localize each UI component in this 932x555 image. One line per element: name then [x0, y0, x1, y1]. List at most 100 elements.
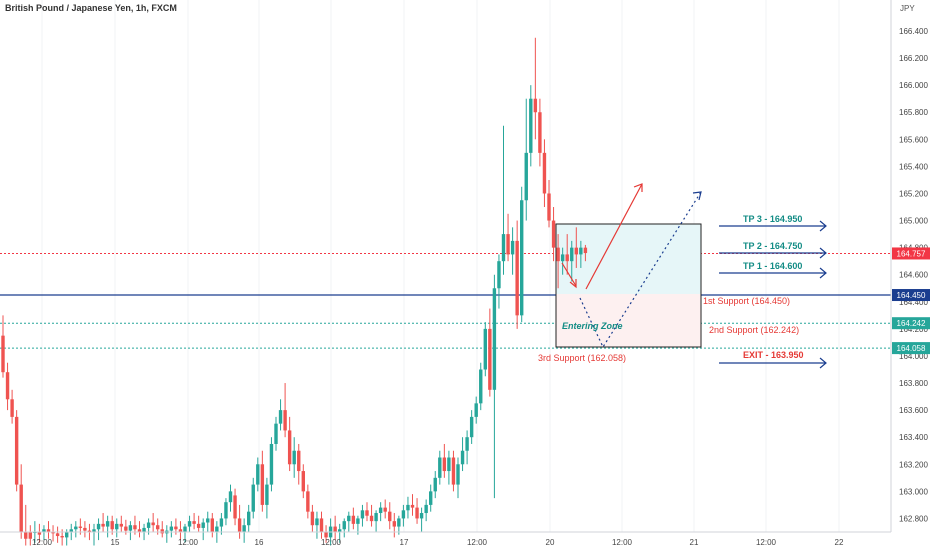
candle-body — [315, 518, 319, 526]
candle — [433, 471, 437, 499]
exit-label: EXIT - 163.950 — [743, 350, 804, 360]
candle-body — [338, 529, 342, 532]
candle-body — [110, 521, 114, 530]
candle — [510, 227, 515, 275]
candle — [506, 213, 510, 262]
candle — [274, 416, 278, 451]
vertical-gridlines — [41, 0, 840, 532]
price-badge-label: 164.242 — [897, 319, 926, 328]
candle-body — [78, 526, 83, 528]
candle — [556, 234, 560, 289]
price-tick-label: 166.000 — [899, 81, 928, 90]
price-tick-label: 166.200 — [899, 54, 928, 63]
candle — [119, 515, 123, 532]
candle — [192, 513, 196, 530]
candle — [460, 437, 465, 472]
time-tick-label: 21 — [690, 538, 699, 547]
candle-body — [60, 536, 64, 538]
candlestick-series — [1, 37, 588, 546]
candle-body — [415, 507, 419, 519]
candle-body — [28, 531, 32, 539]
candle-body — [287, 430, 292, 465]
candle — [492, 274, 497, 499]
candle — [479, 362, 483, 411]
price-badge: 164.757 — [892, 247, 930, 260]
candle-body — [479, 369, 483, 404]
candle — [465, 430, 469, 465]
price-axis[interactable]: 166.400 166.200 166.000 165.800 165.600 165.4… — [890, 0, 930, 532]
candle-body — [156, 525, 160, 530]
candle-body — [383, 507, 387, 512]
time-tick-label: 22 — [835, 538, 844, 547]
annotation-labels: TP 3 - 164.950 TP 2 - 164.750 TP 1 - 164… — [538, 214, 804, 363]
candle-body — [374, 513, 378, 522]
candle-body — [547, 193, 551, 221]
candle-body — [365, 510, 369, 516]
candle — [360, 504, 365, 527]
candle-body — [237, 518, 242, 532]
candle — [196, 515, 201, 532]
candle — [115, 518, 119, 538]
candle — [570, 240, 574, 282]
price-badge-bg — [892, 317, 930, 330]
candle — [183, 523, 187, 543]
setup-box-border — [555, 223, 702, 348]
candle — [547, 179, 551, 228]
time-tick-label: 12:00 — [178, 538, 199, 547]
candle — [520, 186, 524, 323]
candle-body — [524, 152, 528, 201]
candle-body — [42, 529, 46, 532]
trade-setup-box[interactable] — [555, 223, 702, 348]
candle — [24, 504, 28, 546]
candle-body — [187, 521, 192, 527]
candle-body — [306, 491, 310, 512]
time-axis[interactable]: 12:00 15 12:00 16 12:00 17 12:00 20 12:00 21 12:00… — [0, 531, 891, 547]
candle-body — [137, 529, 142, 532]
candle — [297, 443, 301, 485]
candle-body — [474, 403, 478, 417]
candle — [378, 502, 383, 522]
candle-body — [388, 511, 392, 522]
candle-body — [310, 511, 315, 526]
candle-body — [533, 98, 538, 113]
candle — [501, 125, 506, 275]
candle-body — [469, 416, 474, 438]
candle — [278, 399, 283, 431]
candle — [224, 498, 228, 526]
candle-body — [442, 457, 447, 472]
entry-arrow-head — [569, 279, 577, 289]
candle-body — [497, 261, 501, 289]
candle — [14, 410, 19, 492]
candle-body — [10, 399, 14, 417]
candle — [5, 362, 10, 411]
candle — [406, 496, 410, 519]
candle — [169, 521, 174, 538]
candle — [392, 513, 396, 538]
candle — [51, 525, 55, 542]
candle — [583, 244, 588, 262]
candle-body — [520, 200, 524, 316]
tp3-arrow — [719, 220, 827, 232]
time-tick-label: 12:00 — [756, 538, 777, 547]
candle-body — [151, 522, 155, 526]
candle-body — [5, 372, 10, 400]
candle — [19, 464, 23, 539]
candle — [256, 457, 260, 492]
candle-body — [465, 437, 469, 451]
candle-body — [565, 254, 569, 262]
candle-body — [46, 529, 51, 532]
candle-body — [65, 531, 69, 538]
candle-body — [447, 457, 451, 472]
candle — [292, 437, 296, 478]
candle-body — [333, 526, 337, 532]
candle — [37, 523, 42, 543]
price-tick-label: 166.400 — [899, 27, 928, 36]
candle — [201, 518, 205, 541]
time-tick-label: 17 — [400, 538, 409, 547]
candle-body — [278, 410, 283, 424]
candle-body — [460, 450, 465, 465]
candle — [324, 525, 328, 543]
candle-body — [37, 531, 42, 535]
candle-body — [183, 526, 187, 532]
